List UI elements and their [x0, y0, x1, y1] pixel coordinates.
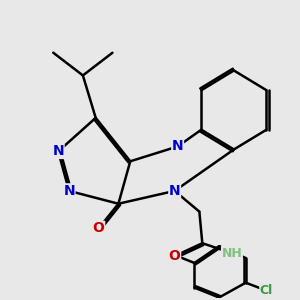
- Text: Cl: Cl: [260, 284, 273, 297]
- Text: NH: NH: [221, 247, 242, 260]
- Text: N: N: [63, 184, 75, 198]
- Text: N: N: [52, 144, 64, 158]
- Text: O: O: [93, 221, 105, 236]
- Text: N: N: [172, 140, 183, 154]
- Text: O: O: [169, 249, 181, 263]
- Text: N: N: [169, 184, 181, 198]
